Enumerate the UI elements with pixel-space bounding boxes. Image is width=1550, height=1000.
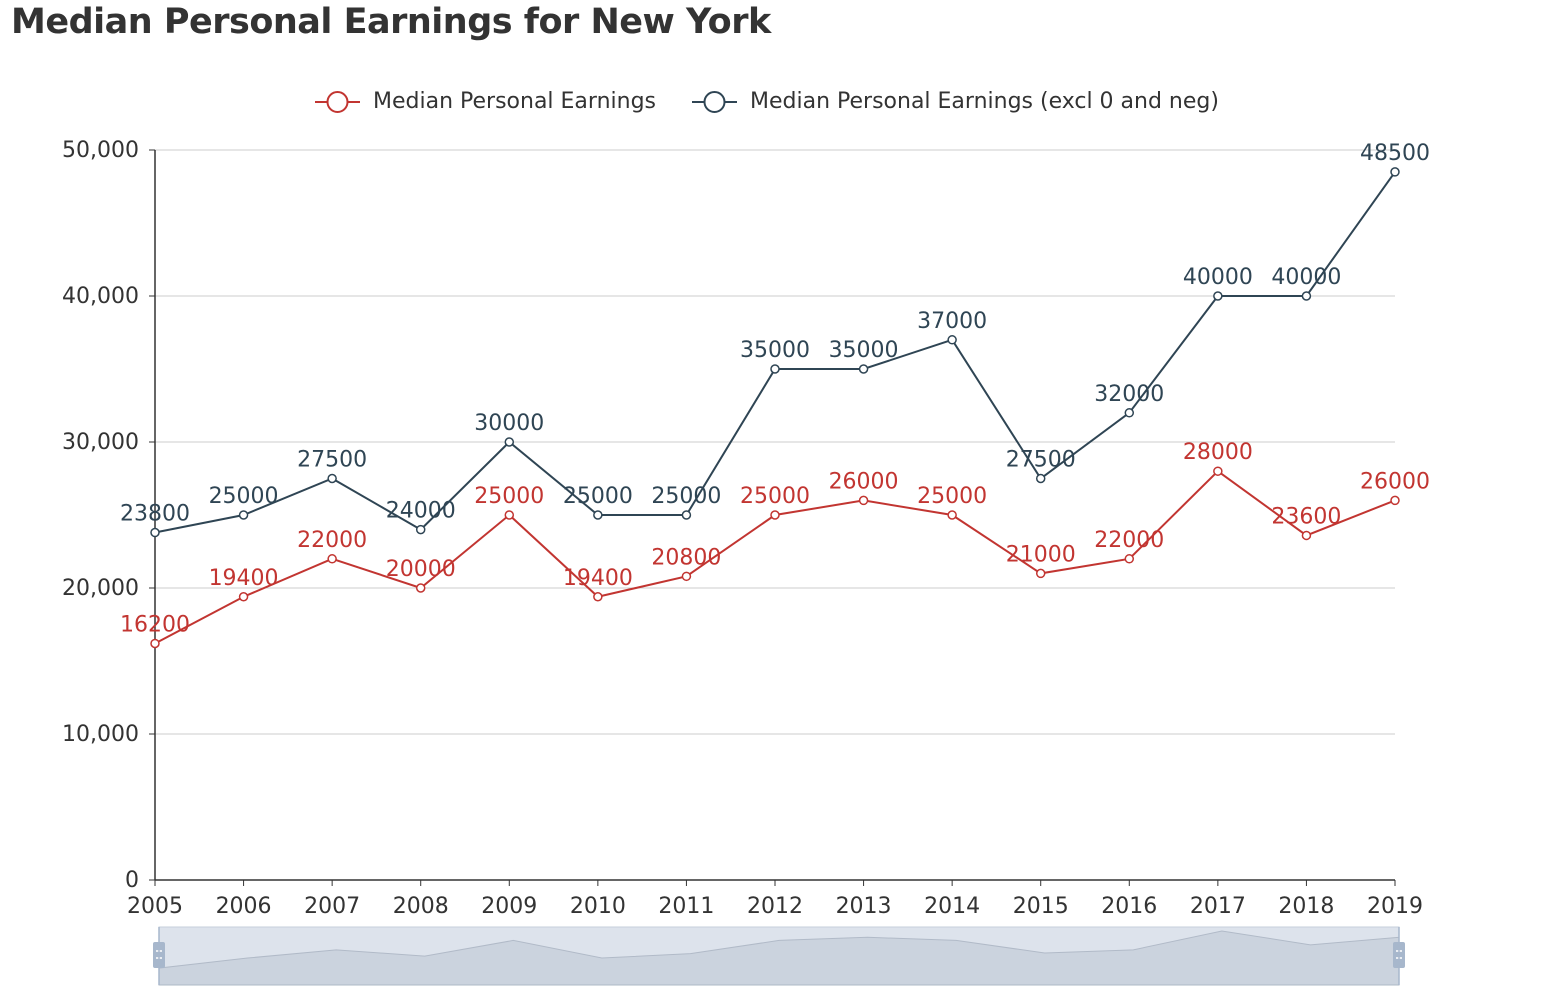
x-tick-label: 2019 bbox=[1367, 894, 1423, 919]
data-point bbox=[415, 524, 426, 535]
x-tick-label: 2010 bbox=[570, 894, 626, 919]
page-title: Median Personal Earnings for New York bbox=[11, 2, 771, 42]
series-group bbox=[150, 167, 1400, 649]
data-point bbox=[947, 335, 957, 345]
data-point bbox=[150, 638, 160, 649]
data-point bbox=[1301, 291, 1312, 301]
x-tick-label: 2015 bbox=[1013, 894, 1069, 919]
legend-label: Median Personal Earnings bbox=[373, 89, 656, 114]
data-label: 25000 bbox=[651, 484, 721, 509]
data-label: 32000 bbox=[1094, 382, 1164, 407]
data-label: 30000 bbox=[474, 411, 544, 436]
legend-item-1[interactable]: Median Personal Earnings bbox=[315, 89, 656, 114]
data-point bbox=[327, 554, 337, 564]
y-tick-label: 40,000 bbox=[62, 284, 139, 309]
data-label: 27500 bbox=[297, 448, 367, 473]
x-tick-label: 2007 bbox=[304, 894, 360, 919]
data-point bbox=[150, 527, 160, 538]
data-point bbox=[1035, 473, 1046, 484]
data-label: 37000 bbox=[917, 309, 987, 334]
data-point bbox=[1124, 554, 1135, 564]
data-point bbox=[681, 571, 692, 582]
data-point bbox=[327, 473, 337, 484]
data-label: 25000 bbox=[740, 484, 810, 509]
y-tick-label: 10,000 bbox=[62, 722, 139, 747]
data-label: 40000 bbox=[1183, 265, 1253, 290]
data-point bbox=[593, 510, 603, 520]
data-point bbox=[681, 510, 692, 520]
data-label: 25000 bbox=[563, 484, 633, 509]
data-labels: 16200 19400 22000 20000 25000 19400 20800 25000… bbox=[120, 141, 1430, 638]
legend-label: Median Personal Earnings (excl 0 and neg… bbox=[750, 89, 1219, 114]
data-point bbox=[1124, 408, 1135, 418]
x-tick-label: 2013 bbox=[836, 894, 892, 919]
data-point bbox=[1390, 495, 1400, 506]
x-tick-label: 2017 bbox=[1190, 894, 1246, 919]
x-tick-label: 2012 bbox=[747, 894, 803, 919]
y-tick-label: 20,000 bbox=[62, 576, 139, 601]
x-tick-label: 2005 bbox=[127, 894, 183, 919]
data-label: 20800 bbox=[651, 545, 721, 570]
data-label: 20000 bbox=[386, 557, 456, 582]
data-point bbox=[770, 510, 780, 520]
y-tick-label: 30,000 bbox=[62, 430, 139, 455]
data-point bbox=[858, 364, 869, 374]
data-label: 19400 bbox=[563, 566, 633, 591]
data-point bbox=[1213, 466, 1223, 476]
data-label: 27500 bbox=[1006, 448, 1076, 473]
legend-marker bbox=[703, 91, 726, 113]
data-label: 35000 bbox=[740, 338, 810, 363]
data-point bbox=[947, 510, 957, 520]
data-label: 35000 bbox=[829, 338, 899, 363]
data-point bbox=[770, 364, 780, 374]
data-label: 40000 bbox=[1271, 265, 1341, 290]
legend-marker bbox=[326, 91, 349, 113]
data-label: 22000 bbox=[1094, 528, 1164, 553]
data-label: 19400 bbox=[209, 566, 279, 591]
axes: 0 10,000 20,000 30,000 40,000 50,000 2005 2006 2… bbox=[62, 138, 1423, 919]
y-tick-label: 50,000 bbox=[62, 138, 139, 163]
x-tick-label: 2016 bbox=[1101, 894, 1157, 919]
data-label: 24000 bbox=[386, 499, 456, 524]
data-label: 26000 bbox=[1360, 469, 1430, 494]
data-zoom-slider[interactable] bbox=[153, 926, 1405, 986]
data-point bbox=[1213, 291, 1223, 301]
data-point bbox=[238, 510, 249, 520]
data-point bbox=[858, 495, 869, 506]
data-point bbox=[593, 592, 603, 602]
data-label: 48500 bbox=[1360, 141, 1430, 166]
data-label: 16200 bbox=[120, 612, 190, 637]
legend-item-2[interactable]: Median Personal Earnings (excl 0 and neg… bbox=[692, 89, 1219, 114]
data-label: 22000 bbox=[297, 528, 367, 553]
data-label: 25000 bbox=[917, 484, 987, 509]
data-point bbox=[415, 583, 426, 593]
data-point bbox=[504, 510, 515, 520]
data-point bbox=[238, 592, 249, 602]
data-point bbox=[1035, 568, 1046, 579]
data-label: 25000 bbox=[474, 484, 544, 509]
slider-preview-area bbox=[158, 930, 1400, 986]
x-tick-label: 2009 bbox=[481, 894, 537, 919]
data-label: 28000 bbox=[1183, 440, 1253, 465]
x-tick-label: 2011 bbox=[658, 894, 714, 919]
x-tick-label: 2014 bbox=[924, 894, 980, 919]
data-label: 23600 bbox=[1271, 504, 1341, 529]
x-tick-label: 2006 bbox=[216, 894, 272, 919]
y-tick-label: 0 bbox=[125, 868, 139, 893]
legend: Median Personal Earnings Median Personal … bbox=[315, 89, 1219, 114]
data-label: 25000 bbox=[209, 484, 279, 509]
grid-lines bbox=[155, 149, 1395, 735]
data-point bbox=[1390, 167, 1400, 177]
data-label: 23800 bbox=[120, 502, 190, 527]
x-tick-label: 2018 bbox=[1278, 894, 1334, 919]
data-label: 21000 bbox=[1006, 542, 1076, 567]
data-point bbox=[504, 437, 515, 447]
data-label: 26000 bbox=[829, 469, 899, 494]
data-point bbox=[1301, 530, 1312, 541]
x-tick-label: 2008 bbox=[393, 894, 449, 919]
